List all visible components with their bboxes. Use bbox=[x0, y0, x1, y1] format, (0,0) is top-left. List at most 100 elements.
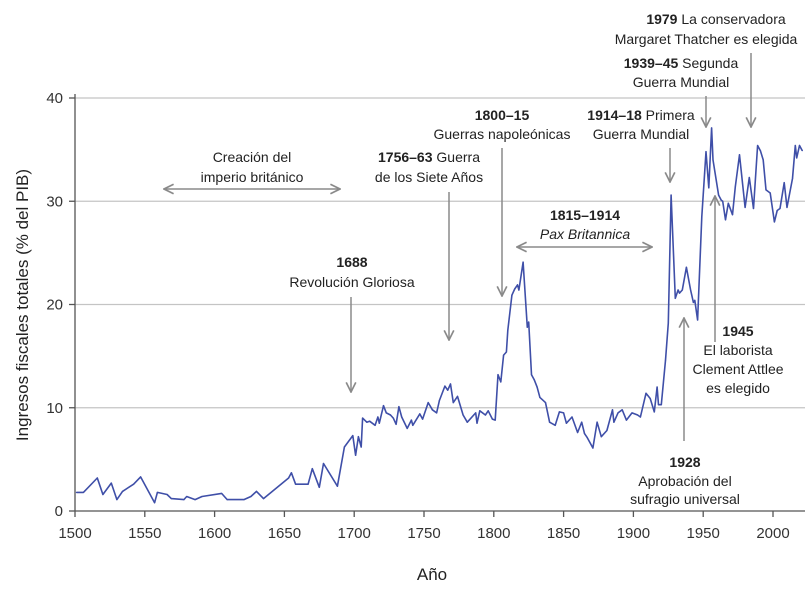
x-tick-label: 1950 bbox=[687, 525, 720, 542]
data-point bbox=[484, 414, 487, 416]
x-tick-label: 1500 bbox=[58, 525, 91, 542]
data-point bbox=[110, 482, 112, 484]
data-point bbox=[307, 483, 309, 485]
x-tick-label: 1900 bbox=[617, 525, 650, 542]
data-point bbox=[505, 351, 507, 353]
data-point bbox=[497, 374, 499, 376]
data-point bbox=[398, 406, 400, 408]
y-axis-label: Ingresos fiscales totales (% del PIB) bbox=[13, 169, 32, 441]
data-point bbox=[336, 485, 339, 487]
data-point bbox=[96, 477, 98, 479]
data-point bbox=[710, 127, 713, 129]
data-point bbox=[786, 206, 788, 209]
data-point bbox=[631, 412, 633, 414]
data-point bbox=[738, 154, 741, 156]
data-point bbox=[645, 392, 647, 394]
data-point bbox=[406, 427, 408, 429]
data-point bbox=[794, 144, 796, 147]
data-point bbox=[705, 151, 707, 153]
x-tick-label: 1700 bbox=[338, 525, 371, 542]
data-point bbox=[558, 411, 561, 413]
data-point bbox=[170, 498, 172, 500]
data-point bbox=[798, 144, 801, 147]
data-point bbox=[186, 495, 188, 498]
data-point bbox=[121, 490, 124, 492]
x-tick-label: 1650 bbox=[268, 525, 301, 542]
annotation-text: 1939–45 Segunda bbox=[624, 55, 739, 71]
data-point bbox=[592, 447, 594, 449]
data-point bbox=[722, 200, 724, 202]
data-point bbox=[762, 159, 764, 161]
data-point bbox=[776, 209, 778, 212]
data-point bbox=[681, 289, 683, 291]
data-point bbox=[374, 424, 376, 426]
data-point bbox=[708, 187, 710, 189]
annotation-text: es elegido bbox=[706, 380, 770, 396]
data-point bbox=[656, 386, 658, 388]
data-point bbox=[748, 176, 750, 179]
annotation-year: 1800–15 bbox=[475, 107, 530, 123]
annotation-text: imperio británico bbox=[201, 169, 304, 185]
data-point bbox=[744, 206, 746, 209]
data-point bbox=[435, 412, 438, 414]
data-point bbox=[422, 418, 424, 420]
data-point bbox=[586, 437, 588, 439]
data-point bbox=[621, 409, 623, 411]
data-point bbox=[220, 492, 223, 495]
data-point bbox=[667, 322, 669, 324]
data-point bbox=[183, 499, 185, 501]
data-point bbox=[361, 417, 364, 419]
data-point bbox=[401, 416, 403, 418]
data-point bbox=[514, 288, 516, 290]
data-point bbox=[243, 499, 245, 501]
data-point bbox=[611, 409, 614, 411]
annotation-text: Pax Britannica bbox=[540, 226, 630, 242]
annotation-text: sufragio universal bbox=[630, 491, 740, 507]
annotation-seven-years-war: 1756–63 Guerra de los Siete Años bbox=[375, 149, 483, 340]
y-tick-label: 40 bbox=[46, 90, 63, 107]
data-point bbox=[354, 454, 357, 456]
annotation-suffrage: 1928 Aprobación del sufragio universal bbox=[630, 318, 740, 507]
data-point bbox=[494, 419, 496, 421]
annotation-thatcher: 1979 La conservadora Margaret Thatcher e… bbox=[615, 11, 798, 127]
data-point bbox=[674, 297, 676, 299]
data-point bbox=[791, 177, 794, 180]
data-point bbox=[779, 207, 781, 210]
data-point bbox=[717, 194, 720, 196]
data-point bbox=[412, 424, 414, 426]
annotation-text: de los Siete Años bbox=[375, 169, 483, 185]
data-point bbox=[392, 417, 394, 419]
annotation-text: 1914–18 Primera bbox=[587, 107, 695, 123]
data-point bbox=[670, 194, 672, 196]
data-point bbox=[116, 499, 118, 501]
data-point bbox=[500, 381, 502, 383]
data-point bbox=[773, 221, 775, 223]
annotation-text: 1979 La conservadora bbox=[646, 11, 786, 27]
data-point bbox=[544, 401, 547, 404]
data-point bbox=[801, 150, 803, 152]
series-line-group bbox=[75, 127, 804, 504]
data-point bbox=[727, 202, 729, 204]
data-point bbox=[690, 289, 692, 291]
data-point bbox=[449, 383, 452, 385]
data-point bbox=[133, 483, 135, 485]
data-point bbox=[389, 414, 392, 416]
data-point bbox=[378, 422, 380, 424]
data-point bbox=[617, 412, 619, 414]
data-point bbox=[226, 499, 228, 501]
annotation-text: Creación del bbox=[213, 149, 292, 165]
data-point bbox=[554, 424, 556, 426]
data-point bbox=[166, 493, 168, 496]
data-point bbox=[385, 412, 387, 414]
data-point bbox=[530, 374, 533, 376]
data-point bbox=[395, 423, 397, 425]
annotation-text: Guerras napoleónicas bbox=[434, 126, 571, 142]
data-point bbox=[419, 413, 421, 415]
data-point bbox=[438, 399, 440, 402]
data-point bbox=[360, 446, 362, 448]
data-point bbox=[194, 499, 196, 501]
data-point bbox=[318, 486, 320, 488]
data-point bbox=[322, 462, 325, 465]
data-point bbox=[677, 289, 679, 291]
data-point bbox=[476, 422, 478, 424]
